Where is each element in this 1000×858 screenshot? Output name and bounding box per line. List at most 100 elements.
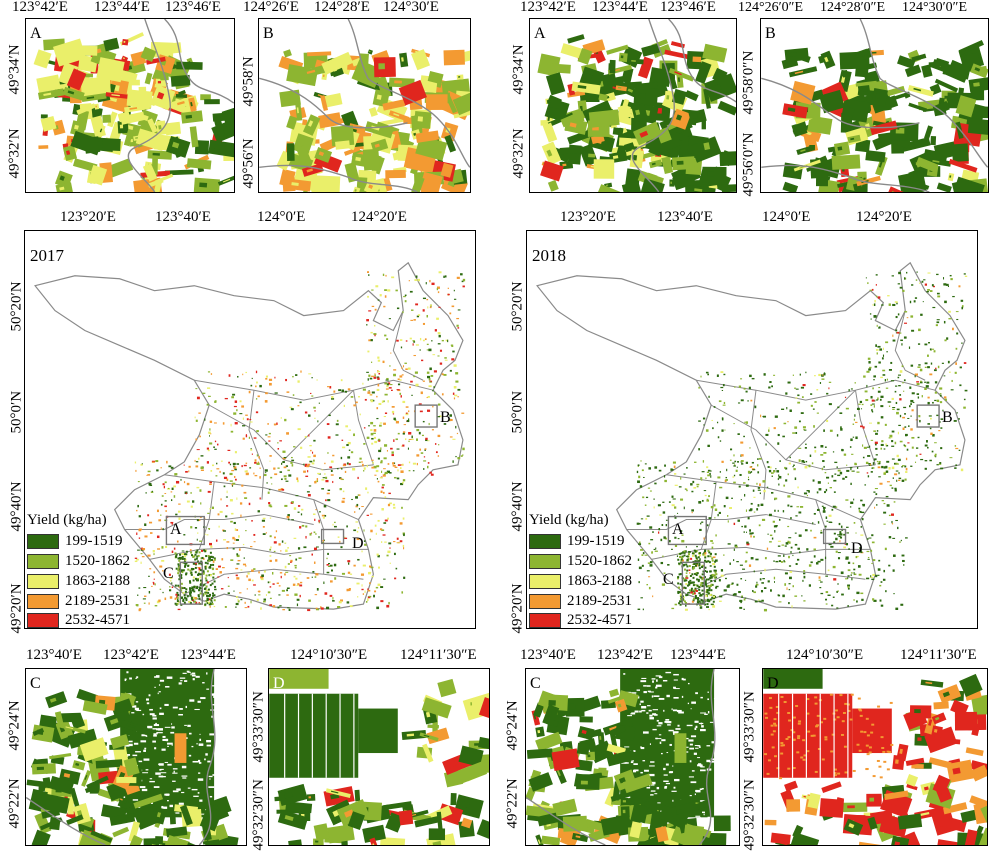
yield-pixel — [709, 577, 712, 580]
yield-pixel — [157, 548, 161, 550]
field-group — [120, 111, 145, 125]
yield-pixel — [236, 497, 238, 500]
field-gap — [156, 732, 163, 734]
yield-pixel — [326, 492, 330, 495]
yield-pixel — [768, 386, 771, 389]
yield-pixel — [395, 438, 398, 441]
yield-pixel — [381, 508, 384, 511]
field-group — [695, 61, 712, 84]
yield-pixel — [340, 599, 344, 602]
yield-pixel — [160, 514, 162, 516]
yield-pixel — [711, 546, 714, 549]
yield-pixel — [385, 388, 389, 390]
field-parcel — [633, 87, 659, 107]
yield-pixel — [246, 472, 249, 475]
yield-pixel — [236, 577, 240, 580]
yield-pixel — [938, 429, 941, 432]
yield-pixel — [156, 469, 159, 472]
yield-pixel — [338, 600, 342, 604]
yield-pixel — [198, 569, 200, 573]
yield-pixel — [701, 564, 704, 567]
yield-pixel — [818, 488, 822, 491]
field-gap — [154, 747, 157, 750]
yield-pixel — [410, 309, 414, 311]
yield-pixel — [699, 558, 701, 561]
yield-pixel — [884, 423, 887, 426]
yield-pixel — [917, 343, 921, 345]
yield-pixel — [347, 560, 351, 563]
yield-pixel — [251, 377, 253, 380]
field-gap — [162, 735, 166, 738]
field-gap — [147, 725, 153, 729]
field-parcel — [588, 153, 596, 158]
field-group — [166, 135, 191, 158]
yield-pixel — [301, 524, 305, 527]
field-patch — [871, 51, 877, 54]
yield-pixel — [311, 576, 313, 578]
yield-pixel — [814, 375, 816, 377]
yield-pixel — [898, 541, 902, 543]
yield-pixel — [695, 550, 698, 553]
yield-pixel — [278, 488, 282, 491]
yield-pixel — [299, 401, 302, 404]
yield-pixel — [373, 333, 377, 335]
yield-pixel — [164, 481, 167, 484]
yield-pixel — [277, 442, 279, 444]
yield-pixel — [393, 552, 396, 556]
field-group — [295, 144, 312, 166]
yield-pixel — [731, 582, 734, 585]
field-parcel — [641, 43, 661, 57]
yield-pixel — [837, 406, 840, 409]
yield-pixel — [888, 564, 891, 567]
field-group — [833, 141, 851, 157]
yield-pixel — [798, 459, 801, 462]
yield-pixel — [714, 580, 717, 583]
yield-pixel — [706, 603, 709, 606]
yield-pixel — [295, 558, 298, 561]
yield-pixel — [346, 444, 349, 447]
yield-pixel — [749, 447, 751, 449]
yield-pixel — [723, 401, 726, 405]
field-patch — [656, 107, 663, 114]
yield-pixel — [290, 408, 294, 411]
yield-pixel — [900, 339, 903, 342]
field-group — [343, 146, 361, 156]
yield-pixel — [894, 473, 898, 476]
yield-pixel — [286, 432, 290, 435]
field-patch — [926, 129, 930, 134]
field-group — [440, 162, 454, 178]
yield-pixel — [199, 583, 202, 586]
yield-pixel — [436, 317, 439, 320]
yield-pixel — [824, 446, 827, 448]
field-gap — [181, 765, 187, 769]
yield-pixel — [284, 542, 287, 544]
yield-pixel — [213, 422, 217, 424]
yield-pixel — [704, 552, 707, 555]
yield-pixel — [370, 361, 373, 363]
field-group — [87, 164, 108, 186]
field-group — [934, 78, 959, 93]
yield-pixel — [712, 595, 715, 598]
yield-pixel — [877, 466, 881, 469]
yield-pixel — [817, 481, 821, 484]
yield-pixel — [826, 476, 830, 479]
river-line — [859, 19, 988, 168]
yield-pixel — [715, 586, 718, 589]
field-group — [286, 143, 295, 161]
yield-pixel — [171, 487, 174, 490]
field-patch — [639, 130, 649, 138]
legend-label: 1863-2188 — [65, 573, 130, 589]
yield-pixel — [356, 503, 359, 507]
yield-pixel — [674, 536, 677, 539]
field-parcel — [335, 140, 351, 150]
field-group — [101, 138, 121, 152]
yield-pixel — [924, 343, 928, 346]
yield-pixel — [890, 361, 893, 364]
field-parcel — [936, 182, 952, 192]
yield-pixel — [377, 359, 381, 362]
yield-pixel — [958, 449, 961, 451]
yield-pixel — [185, 492, 188, 495]
field-parcel — [865, 150, 886, 163]
yield-pixel — [379, 424, 382, 427]
yield-pixel — [259, 476, 261, 479]
